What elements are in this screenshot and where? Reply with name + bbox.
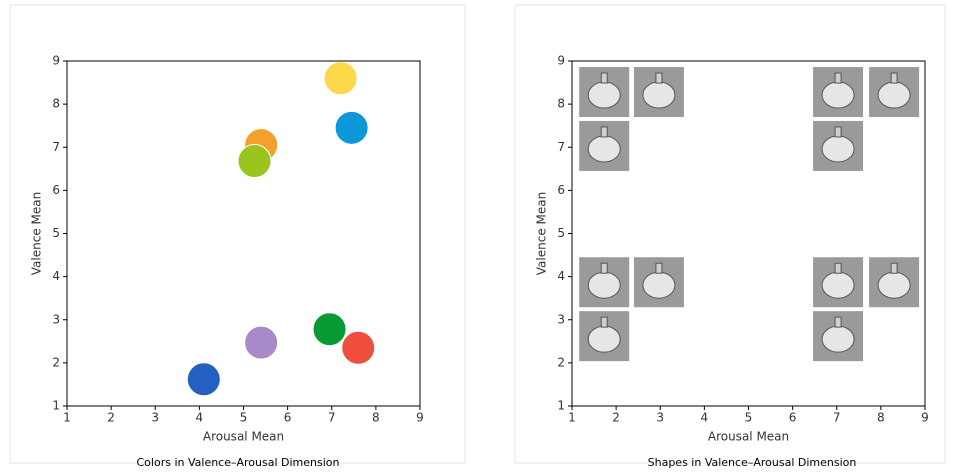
chart-title: Colors in Valence–Arousal Dimension bbox=[137, 456, 340, 469]
x-tick-label: 9 bbox=[416, 411, 424, 425]
y-tick-label: 5 bbox=[52, 226, 60, 240]
x-tick-label: 6 bbox=[789, 411, 797, 425]
thumbnail-stem bbox=[891, 73, 897, 83]
shape-thumbnail bbox=[813, 311, 863, 361]
thumbnail-shape bbox=[588, 272, 620, 298]
y-tick-label: 6 bbox=[557, 183, 565, 197]
y-tick-label: 8 bbox=[557, 97, 565, 111]
shape-thumbnail bbox=[813, 121, 863, 171]
point bbox=[238, 145, 271, 178]
thumbnail-shape bbox=[643, 272, 675, 298]
x-tick-label: 5 bbox=[745, 411, 753, 425]
x-tick-label: 4 bbox=[196, 411, 204, 425]
x-tick-label: 7 bbox=[328, 411, 336, 425]
thumbnail-shape bbox=[588, 82, 620, 108]
y-tick-label: 8 bbox=[52, 97, 60, 111]
y-tick-label: 1 bbox=[52, 399, 60, 413]
thumbnail-stem bbox=[601, 263, 607, 273]
shape-thumbnail bbox=[579, 121, 629, 171]
y-tick-label: 4 bbox=[557, 269, 565, 283]
shape-thumbnail bbox=[813, 257, 863, 307]
x-tick-label: 7 bbox=[833, 411, 841, 425]
page: 1 2 3 4 5 6 7 8 9 1 2 3 4 5 6 7 8 9 Arousal Mean Valence Me… bbox=[0, 0, 959, 473]
thumbnail-shape bbox=[822, 272, 854, 298]
thumbnail-shape bbox=[822, 136, 854, 162]
point bbox=[342, 331, 375, 364]
x-tick-label: 1 bbox=[568, 411, 576, 425]
thumbnail-stem bbox=[835, 317, 841, 327]
point bbox=[187, 363, 220, 396]
thumbnail-stem bbox=[601, 73, 607, 83]
shape-thumbnail bbox=[579, 67, 629, 117]
shape-thumbnail bbox=[813, 67, 863, 117]
x-tick-label: 4 bbox=[701, 411, 709, 425]
y-tick-label: 3 bbox=[557, 312, 565, 326]
thumbnail-shape bbox=[588, 136, 620, 162]
y-tick-label: 6 bbox=[52, 183, 60, 197]
y-tick-label: 1 bbox=[557, 399, 565, 413]
x-tick-label: 3 bbox=[656, 411, 664, 425]
y-tick-label: 2 bbox=[52, 355, 60, 369]
y-tick-label: 2 bbox=[557, 355, 565, 369]
shape-thumbnail bbox=[634, 67, 684, 117]
point bbox=[324, 62, 357, 95]
shape-thumbnail bbox=[579, 257, 629, 307]
thumbnail-stem bbox=[601, 317, 607, 327]
y-tick-label: 3 bbox=[52, 312, 60, 326]
y-tick-label: 7 bbox=[52, 140, 60, 154]
thumbnail-shape bbox=[588, 326, 620, 352]
thumbnail-shape bbox=[878, 82, 910, 108]
y-tick-label: 7 bbox=[557, 140, 565, 154]
shape-thumbnail bbox=[869, 67, 919, 117]
thumbnail-stem bbox=[835, 73, 841, 83]
thumbnail-shape bbox=[643, 82, 675, 108]
y-tick-label: 9 bbox=[52, 54, 60, 68]
shape-thumbnail bbox=[579, 311, 629, 361]
thumbnail-shape bbox=[822, 82, 854, 108]
point bbox=[245, 326, 278, 359]
thumbnail-stem bbox=[656, 73, 662, 83]
chart-title: Shapes in Valence–Arousal Dimension bbox=[648, 456, 857, 469]
thumbnail-stem bbox=[835, 263, 841, 273]
thumbnail-stem bbox=[835, 127, 841, 137]
x-tick-label: 9 bbox=[921, 411, 929, 425]
y-tick-label: 4 bbox=[52, 269, 60, 283]
x-tick-label: 8 bbox=[877, 411, 885, 425]
x-tick-label: 5 bbox=[240, 411, 248, 425]
thumbnail-stem bbox=[891, 263, 897, 273]
y-tick-label: 5 bbox=[557, 226, 565, 240]
x-tick-label: 2 bbox=[107, 411, 115, 425]
shape-thumbnail bbox=[634, 257, 684, 307]
point bbox=[335, 111, 368, 144]
x-tick-label: 6 bbox=[284, 411, 292, 425]
x-tick-label: 3 bbox=[151, 411, 159, 425]
y-axis-label: Valence Mean bbox=[535, 192, 549, 275]
point bbox=[313, 313, 346, 346]
x-axis-label: Arousal Mean bbox=[708, 430, 789, 444]
x-tick-label: 2 bbox=[612, 411, 620, 425]
x-tick-label: 1 bbox=[63, 411, 71, 425]
thumbnail-shape bbox=[822, 326, 854, 352]
y-tick-label: 9 bbox=[557, 54, 565, 68]
shape-thumbnail bbox=[869, 257, 919, 307]
y-axis-label: Valence Mean bbox=[30, 192, 44, 275]
x-tick-label: 8 bbox=[372, 411, 380, 425]
thumbnail-stem bbox=[656, 263, 662, 273]
x-axis-label: Arousal Mean bbox=[203, 430, 284, 444]
thumbnail-stem bbox=[601, 127, 607, 137]
thumbnail-shape bbox=[878, 272, 910, 298]
panel bbox=[10, 5, 465, 463]
